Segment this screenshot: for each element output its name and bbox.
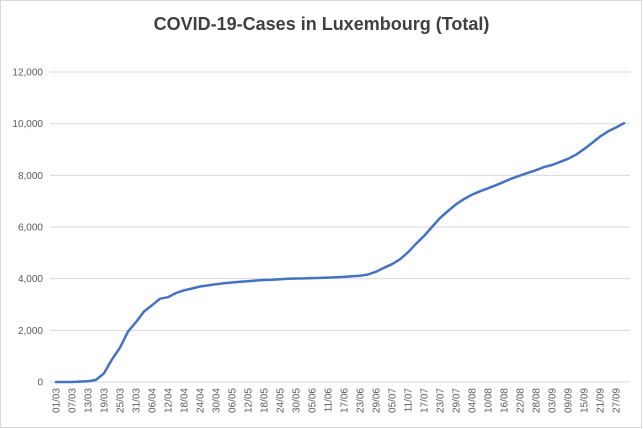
x-tick-label: 17/07 bbox=[420, 388, 431, 413]
x-tick-label: 03/09 bbox=[548, 388, 559, 413]
y-tick-label: 8,000 bbox=[18, 171, 43, 182]
x-tick-label: 17/06 bbox=[340, 388, 351, 413]
y-axis-tick-labels: 0 2,000 4,000 6,000 8,000 10,000 12,000 bbox=[12, 68, 43, 389]
x-tick-label: 11/06 bbox=[324, 388, 335, 413]
x-tick-label: 05/06 bbox=[308, 388, 319, 413]
x-tick-label: 11/07 bbox=[404, 388, 415, 413]
x-tick-label: 25/03 bbox=[116, 388, 127, 413]
gridlines bbox=[50, 71, 630, 331]
x-tick-label: 13/03 bbox=[84, 388, 95, 413]
x-tick-label: 21/09 bbox=[596, 388, 607, 413]
x-tick-label: 09/09 bbox=[564, 388, 575, 413]
x-tick-label: 18/04 bbox=[180, 388, 191, 413]
x-tick-label: 15/09 bbox=[580, 388, 591, 413]
x-tick-label: 24/04 bbox=[196, 388, 207, 413]
y-tick-label: 2,000 bbox=[18, 326, 43, 337]
x-tick-label: 06/04 bbox=[148, 388, 159, 413]
x-tick-label: 12/05 bbox=[244, 388, 255, 413]
x-tick-label: 23/07 bbox=[436, 388, 447, 413]
x-tick-label: 24/05 bbox=[276, 388, 287, 413]
x-tick-label: 29/07 bbox=[452, 388, 463, 413]
x-axis-tick-labels: 01/03 07/03 13/03 19/03 25/03 31/03 06/04 12/04… bbox=[52, 388, 623, 413]
x-tick-label: 18/05 bbox=[260, 388, 271, 413]
x-tick-label: 10/08 bbox=[484, 388, 495, 413]
x-tick-label: 23/06 bbox=[356, 388, 367, 413]
series-line bbox=[54, 121, 626, 384]
y-tick-label: 12,000 bbox=[12, 68, 43, 79]
x-tick-label: 12/04 bbox=[164, 388, 175, 413]
chart-title: COVID-19-Cases in Luxembourg (Total) bbox=[153, 14, 490, 34]
x-tick-label: 22/08 bbox=[516, 388, 527, 413]
x-tick-label: 05/07 bbox=[388, 388, 399, 413]
y-tick-label: 10,000 bbox=[12, 119, 43, 130]
y-tick-label: 4,000 bbox=[18, 274, 43, 285]
y-tick-label: 6,000 bbox=[18, 223, 43, 234]
x-tick-label: 27/09 bbox=[612, 388, 623, 413]
y-tick-label: 0 bbox=[37, 378, 43, 389]
x-tick-label: 31/03 bbox=[132, 388, 143, 413]
x-tick-label: 06/05 bbox=[228, 388, 239, 413]
x-tick-label: 30/04 bbox=[212, 388, 223, 413]
x-tick-label: 07/03 bbox=[68, 388, 79, 413]
x-tick-label: 30/05 bbox=[292, 388, 303, 413]
x-tick-label: 01/03 bbox=[52, 388, 63, 413]
x-tick-label: 28/08 bbox=[532, 388, 543, 413]
x-tick-label: 16/08 bbox=[500, 388, 511, 413]
x-tick-label: 29/06 bbox=[372, 388, 383, 413]
x-tick-label: 04/08 bbox=[468, 388, 479, 413]
x-tick-label: 19/03 bbox=[100, 388, 111, 413]
